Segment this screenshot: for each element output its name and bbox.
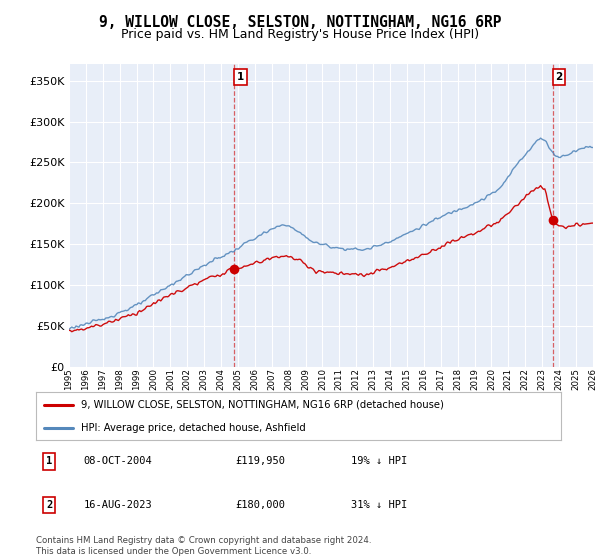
Text: HPI: Average price, detached house, Ashfield: HPI: Average price, detached house, Ashf… bbox=[80, 423, 305, 433]
Text: 08-OCT-2004: 08-OCT-2004 bbox=[83, 456, 152, 466]
Text: Price paid vs. HM Land Registry's House Price Index (HPI): Price paid vs. HM Land Registry's House … bbox=[121, 28, 479, 41]
Text: £180,000: £180,000 bbox=[235, 500, 286, 510]
Text: 1: 1 bbox=[237, 72, 244, 82]
Text: 19% ↓ HPI: 19% ↓ HPI bbox=[351, 456, 407, 466]
Text: £119,950: £119,950 bbox=[235, 456, 286, 466]
Text: 1: 1 bbox=[46, 456, 52, 466]
Text: 2: 2 bbox=[46, 500, 52, 510]
Text: 9, WILLOW CLOSE, SELSTON, NOTTINGHAM, NG16 6RP: 9, WILLOW CLOSE, SELSTON, NOTTINGHAM, NG… bbox=[99, 15, 501, 30]
Text: 31% ↓ HPI: 31% ↓ HPI bbox=[351, 500, 407, 510]
Text: 9, WILLOW CLOSE, SELSTON, NOTTINGHAM, NG16 6RP (detached house): 9, WILLOW CLOSE, SELSTON, NOTTINGHAM, NG… bbox=[80, 400, 443, 410]
Text: 2: 2 bbox=[555, 72, 562, 82]
Text: Contains HM Land Registry data © Crown copyright and database right 2024.
This d: Contains HM Land Registry data © Crown c… bbox=[36, 536, 371, 556]
Text: 16-AUG-2023: 16-AUG-2023 bbox=[83, 500, 152, 510]
